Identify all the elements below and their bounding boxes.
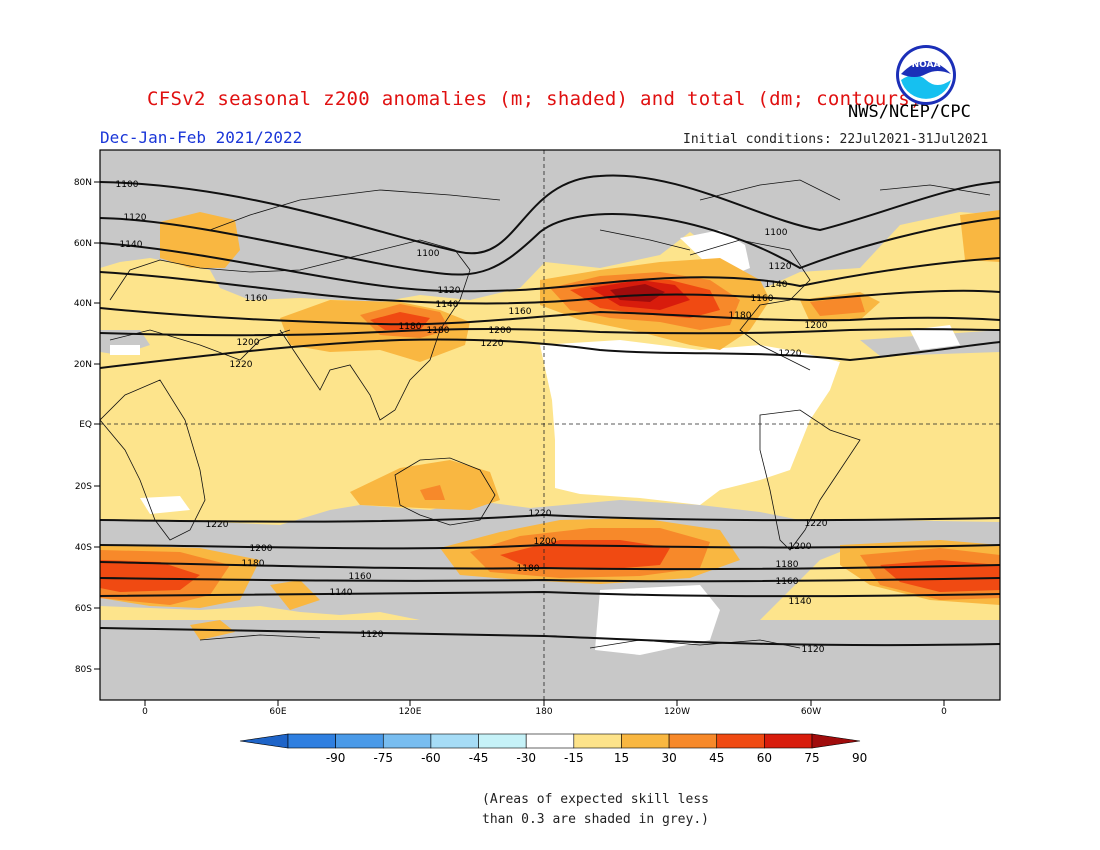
contour-label: 1140 [330, 588, 353, 598]
colorbar-label: 90 [852, 751, 867, 765]
colorbar-label: -90 [326, 751, 346, 765]
lat-tick-label: 40S [75, 543, 92, 553]
lon-tick-label: 60W [801, 707, 821, 717]
colorbar-low-arrow [239, 733, 289, 749]
contour-label: 1200 [789, 542, 812, 552]
colorbar-swatch [382, 733, 432, 749]
height-contours [100, 174, 1000, 647]
colorbar-swatch [668, 733, 718, 749]
contour-label: 1180 [399, 322, 422, 332]
contour-label: 1120 [802, 645, 825, 655]
colorbar-label: 45 [709, 751, 724, 765]
noaa-logo: NOAA [896, 45, 956, 105]
map-panel: 1100 1120 1140 1160 1180 1200 1220 1100 1120 1140… [100, 150, 1000, 700]
contour-label: 1160 [349, 572, 372, 582]
contour-label: 1200 [250, 544, 273, 554]
chart-title: CFSv2 seasonal z200 anomalies (m; shaded… [147, 88, 922, 110]
colorbar-swatch [335, 733, 384, 749]
lon-tick-label: 120E [399, 707, 422, 717]
lon-tick-label: 60E [269, 707, 286, 717]
skill-footnote-line2: than 0.3 are shaded in grey.) [482, 812, 709, 827]
contour-label: 1120 [769, 262, 792, 272]
colorbar-label: 60 [757, 751, 772, 765]
lat-tick-label: 20S [75, 482, 92, 492]
initial-conditions-label: Initial conditions: 22Jul2021-31Jul2021 [683, 132, 989, 147]
contour-label: 1200 [489, 326, 512, 336]
contour-label: 1160 [509, 307, 532, 317]
colorbar-swatch [287, 733, 336, 749]
colorbar-label: -30 [516, 751, 536, 765]
colorbar-label: -60 [421, 751, 441, 765]
contour-label: 1220 [230, 360, 253, 370]
contour-label: 1220 [529, 509, 552, 519]
map-frame [99, 149, 1001, 701]
colorbar-label: -45 [469, 751, 489, 765]
colorbar-swatch [430, 733, 479, 749]
neutral-regions [110, 230, 960, 655]
contour-label: 1120 [361, 630, 384, 640]
colorbar-label: -15 [564, 751, 584, 765]
contour-label: 1180 [776, 560, 799, 570]
lat-tick-label: 20N [74, 360, 92, 370]
contour-label: 1140 [436, 300, 459, 310]
logo-text: NOAA [912, 60, 941, 70]
colorbar-swatch [716, 733, 765, 749]
contour-labels: 1100 1120 1140 1160 1180 1200 1220 1100 1120 1140… [116, 180, 828, 655]
longitude-axis: 0 60E 120E 180 120W 60W 0 [142, 700, 947, 717]
skill-footnote-line1: (Areas of expected skill less [482, 792, 709, 807]
contour-label: 1140 [765, 280, 788, 290]
season-label: Dec-Jan-Feb 2021/2022 [100, 128, 303, 147]
contour-label: 1200 [237, 338, 260, 348]
latitude-axis: 80N 60N 40N 20N EQ 20S 40S 60S 80S [74, 178, 100, 675]
contour-label: 1200 [534, 537, 557, 547]
colorbar-swatch [764, 733, 813, 749]
colorbar-swatch [573, 733, 622, 749]
contour-label: 1120 [124, 213, 147, 223]
contour-label: 1180 [242, 559, 265, 569]
contour-label: 1120 [438, 286, 461, 296]
lat-tick-label: 60N [74, 239, 92, 249]
colorbar-label: 75 [804, 751, 819, 765]
lat-tick-label: 40N [74, 299, 92, 309]
contour-label: 1220 [206, 520, 229, 530]
contour-label: 1220 [779, 349, 802, 359]
lat-tick-label: 60S [75, 604, 92, 614]
contour-label: 1180 [517, 564, 540, 574]
anomaly-90-plus [610, 284, 665, 302]
contour-label: 1160 [245, 294, 268, 304]
coastlines [100, 179, 991, 649]
contour-label: 1140 [789, 597, 812, 607]
lon-tick-label: 120W [664, 707, 690, 717]
contour-label: 1220 [805, 519, 828, 529]
contour-label: 1100 [417, 249, 440, 259]
lat-tick-label: EQ [79, 420, 92, 430]
lat-tick-label: 80N [74, 178, 92, 188]
colorbar-high-arrow [811, 733, 861, 749]
agency-label: NWS/NCEP/CPC [848, 102, 971, 122]
contour-label: 1160 [776, 577, 799, 587]
lat-tick-label: 80S [75, 665, 92, 675]
colorbar-swatch [525, 733, 575, 749]
contour-label: 1100 [116, 180, 139, 190]
contour-label: 1160 [751, 294, 774, 304]
colorbar-label: -75 [373, 751, 393, 765]
contour-label: 1220 [481, 339, 504, 349]
contour-label: 1180 [729, 311, 752, 321]
contour-label: 1140 [120, 240, 143, 250]
colorbar-swatch [621, 733, 670, 749]
colorbar-label: 30 [661, 751, 676, 765]
lon-tick-label: 0 [941, 707, 947, 717]
colorbar-swatch [478, 733, 527, 749]
colorbar-label: 15 [614, 751, 629, 765]
lon-tick-label: 180 [535, 707, 552, 717]
contour-label: 1100 [765, 228, 788, 238]
contour-label: 1180 [427, 326, 450, 336]
anomaly-60-75 [100, 280, 1000, 592]
lon-tick-label: 0 [142, 707, 148, 717]
contour-label: 1200 [805, 321, 828, 331]
colorbar: -90 -75 -60 -45 -30 -15 15 30 45 60 75 90 [239, 733, 867, 765]
